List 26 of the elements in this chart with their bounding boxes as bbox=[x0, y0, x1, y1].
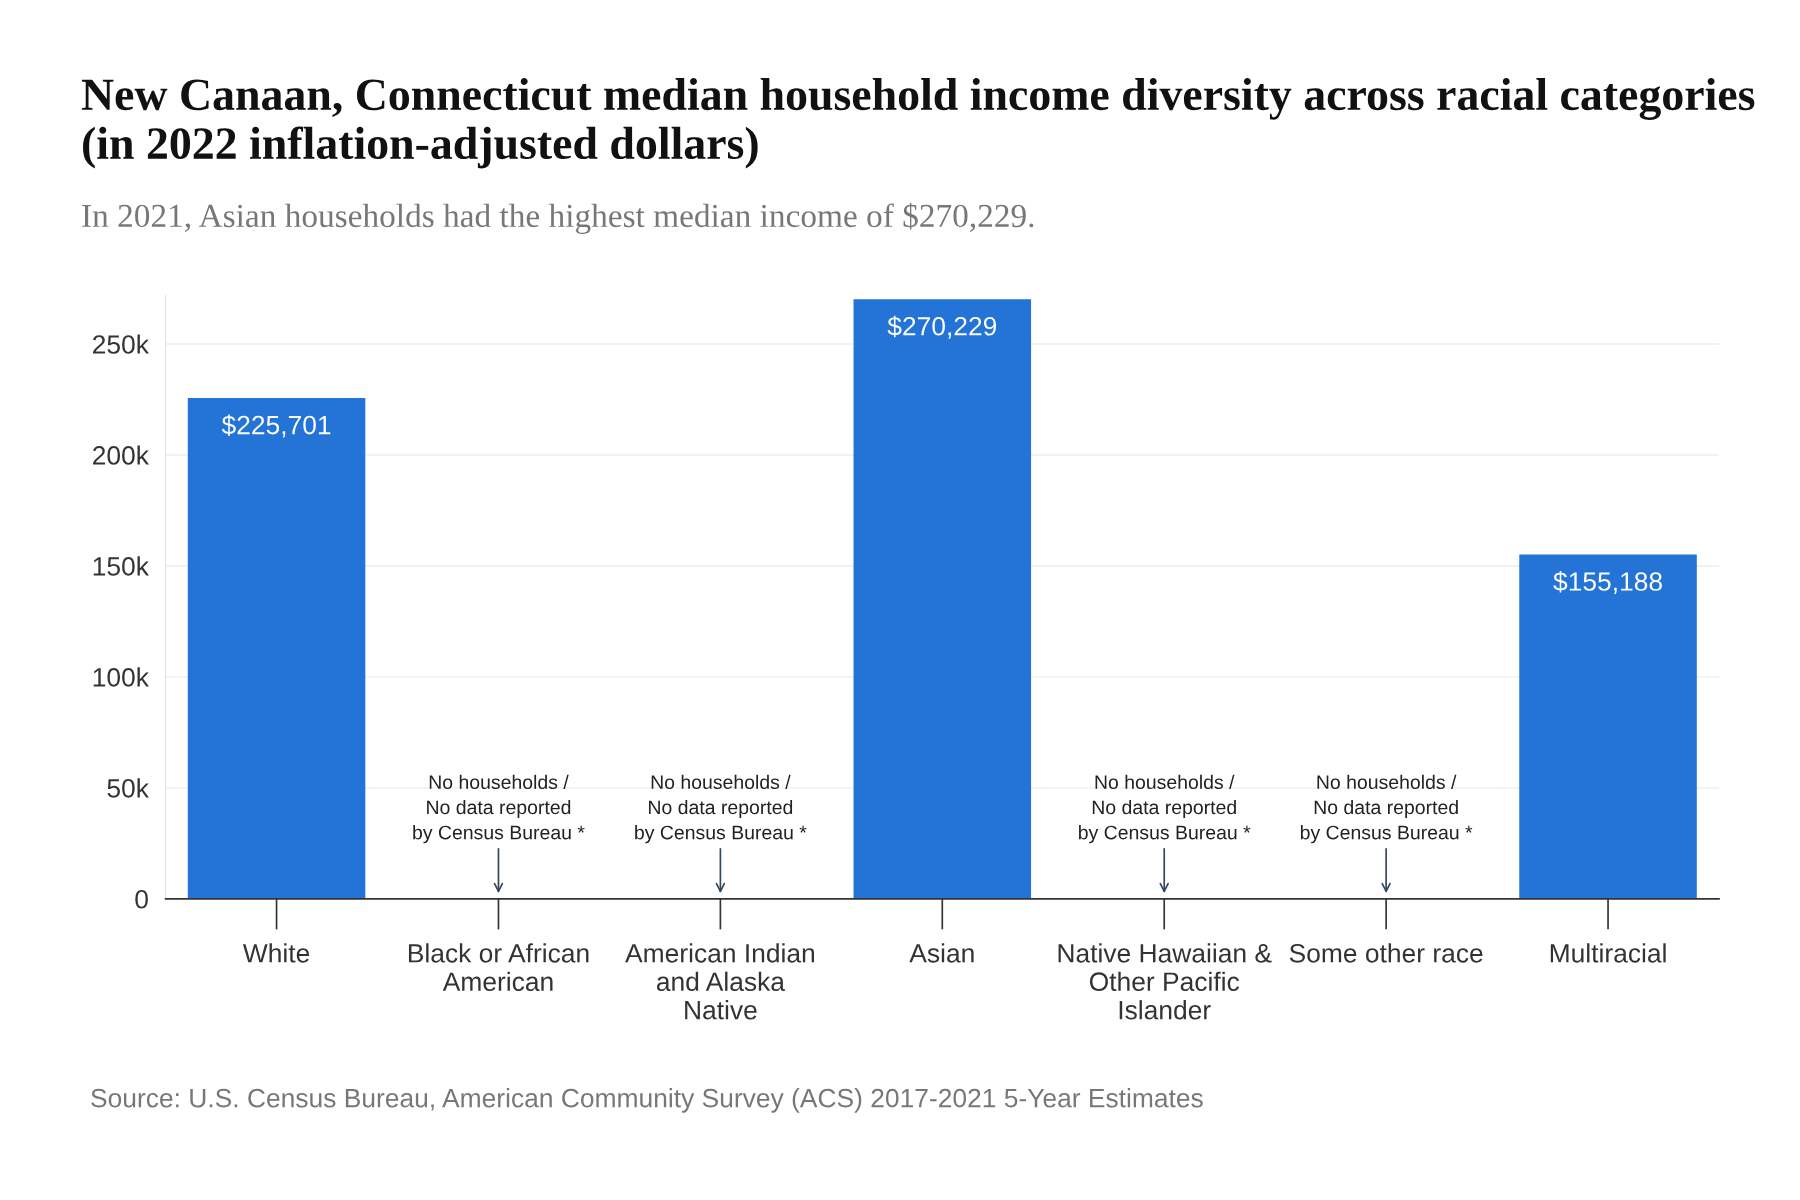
annotation: No households / No data reported by Census Bureau * bbox=[1079, 774, 1251, 844]
x-tick-label: American Indian and Alaska Native bbox=[625, 943, 815, 1020]
y-tick-label: 0 bbox=[135, 889, 148, 909]
y-tick-label: 200k bbox=[93, 445, 149, 465]
data-label: $270,229 bbox=[887, 315, 997, 339]
y-tick-label: 150k bbox=[93, 556, 149, 576]
x-tick-label: White bbox=[242, 943, 310, 963]
x-tick-label: Asian bbox=[909, 943, 974, 963]
chart-title: New Canaan, Connecticut median household income diversity across racial categories (in 2022 inflation-adjusted dollars) bbox=[81, 78, 1755, 169]
annotation: No households / No data reported by Census Bureau * bbox=[1300, 774, 1473, 844]
y-tick-label: 250k bbox=[93, 334, 149, 354]
bar bbox=[1519, 554, 1697, 899]
bar bbox=[187, 397, 366, 899]
x-tick-label: Native Hawaiian & Other Pacific Islander bbox=[1058, 943, 1272, 1020]
chart-subtitle: In 2021, Asian households had the highest median income of $270,229. bbox=[82, 202, 1034, 235]
y-tick-label: 100k bbox=[93, 667, 149, 687]
x-tick-label: Black or African American bbox=[408, 943, 589, 992]
source-note: Source: U.S. Census Bureau, American Community Survey (ACS) 2017-2021 5-Year Estimates bbox=[91, 1088, 1203, 1113]
bar bbox=[853, 299, 1032, 899]
x-tick-label: Multiracial bbox=[1550, 943, 1666, 963]
data-label: $155,188 bbox=[1553, 571, 1662, 594]
annotation: No households / No data reported by Census Bureau * bbox=[635, 774, 807, 844]
annotation: No households / No data reported by Census Bureau * bbox=[413, 774, 585, 844]
data-label: $225,701 bbox=[221, 414, 331, 438]
x-tick-label: Some other race bbox=[1289, 943, 1483, 963]
y-tick-label: 50k bbox=[107, 778, 149, 798]
